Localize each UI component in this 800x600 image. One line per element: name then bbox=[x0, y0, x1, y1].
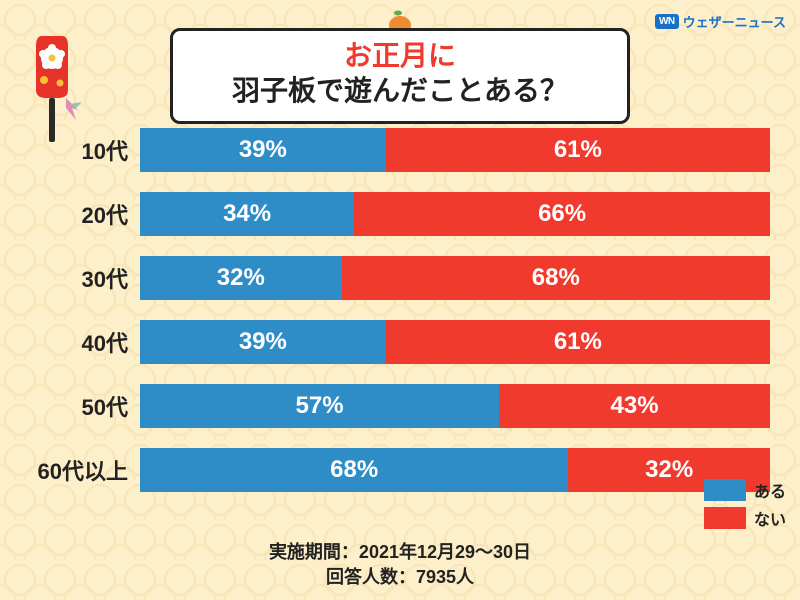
bar-segment-yes: 39% bbox=[140, 128, 386, 172]
bar-chart: 10代39%61%20代34%66%30代32%68%40代39%61%50代5… bbox=[30, 128, 770, 512]
chart-row: 60代以上68%32% bbox=[30, 448, 770, 492]
legend-item-no: ない bbox=[704, 506, 786, 530]
chart-row: 40代39%61% bbox=[30, 320, 770, 364]
row-label: 40代 bbox=[30, 326, 140, 358]
row-label: 20代 bbox=[30, 198, 140, 230]
row-label: 60代以上 bbox=[30, 454, 140, 486]
chart-row: 10代39%61% bbox=[30, 128, 770, 172]
bar-segment-yes: 32% bbox=[140, 256, 342, 300]
bar-track: 68%32% bbox=[140, 448, 770, 492]
survey-period: 実施期間：2021年12月29〜30日 bbox=[0, 540, 800, 565]
bar-track: 39%61% bbox=[140, 320, 770, 364]
bar-segment-no: 43% bbox=[499, 384, 770, 428]
title-line2: 羽子板で遊んだことある？ bbox=[203, 73, 597, 109]
row-label: 10代 bbox=[30, 134, 140, 166]
row-label: 50代 bbox=[30, 390, 140, 422]
bar-segment-yes: 57% bbox=[140, 384, 499, 428]
chart-row: 50代57%43% bbox=[30, 384, 770, 428]
title-box: お正月に 羽子板で遊んだことある？ bbox=[170, 28, 630, 124]
chart-row: 30代32%68% bbox=[30, 256, 770, 300]
bar-segment-no: 68% bbox=[342, 256, 770, 300]
bar-track: 32%68% bbox=[140, 256, 770, 300]
title-line1: お正月に bbox=[203, 39, 597, 73]
logo-badge: WN bbox=[655, 14, 679, 29]
logo-text: ウェザーニュース bbox=[683, 12, 786, 31]
bar-track: 39%61% bbox=[140, 128, 770, 172]
bar-segment-yes: 68% bbox=[140, 448, 568, 492]
legend-label-no: ない bbox=[754, 506, 786, 530]
row-label: 30代 bbox=[30, 262, 140, 294]
brand-logo: WN ウェザーニュース bbox=[655, 12, 786, 31]
legend-swatch-no bbox=[704, 507, 746, 529]
footer-meta: 実施期間：2021年12月29〜30日 回答人数：7935人 bbox=[0, 540, 800, 590]
bar-segment-no: 61% bbox=[386, 128, 770, 172]
bar-segment-no: 61% bbox=[386, 320, 770, 364]
bar-track: 57%43% bbox=[140, 384, 770, 428]
bar-segment-no: 66% bbox=[354, 192, 770, 236]
bar-segment-yes: 34% bbox=[140, 192, 354, 236]
legend: ある ない bbox=[704, 474, 786, 530]
legend-swatch-yes bbox=[704, 479, 746, 501]
legend-item-yes: ある bbox=[704, 478, 786, 502]
chart-row: 20代34%66% bbox=[30, 192, 770, 236]
survey-respondents: 回答人数：7935人 bbox=[0, 565, 800, 590]
bar-segment-yes: 39% bbox=[140, 320, 386, 364]
bar-track: 34%66% bbox=[140, 192, 770, 236]
legend-label-yes: ある bbox=[754, 478, 786, 502]
